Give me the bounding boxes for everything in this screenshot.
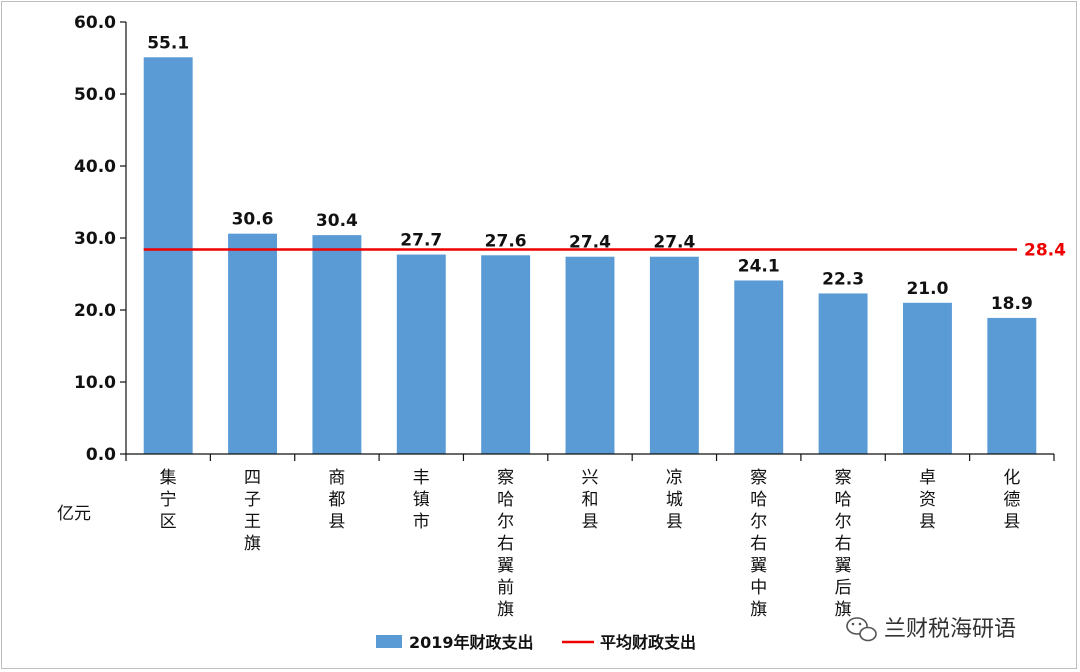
y-tick-label: 20.0 xyxy=(74,301,116,321)
x-category-label: 察哈尔右翼前旗 xyxy=(497,468,514,620)
legend-bar-label: 2019年财政支出 xyxy=(409,633,534,652)
y-tick-label: 60.0 xyxy=(74,13,116,33)
data-label: 18.9 xyxy=(991,294,1033,314)
data-label: 24.1 xyxy=(738,256,780,276)
bar xyxy=(734,280,784,454)
y-axis: 0.0 10.0 20.0 30.0 40.0 50.0 60.0 xyxy=(74,13,127,465)
bar xyxy=(987,317,1037,454)
y-tick-label: 50.0 xyxy=(74,85,116,105)
bar xyxy=(902,302,952,454)
legend-average-label: 平均财政支出 xyxy=(600,633,696,652)
x-category-label: 察哈尔右翼后旗 xyxy=(835,468,852,620)
x-category-label: 化德县 xyxy=(1003,468,1020,532)
data-label: 27.7 xyxy=(400,231,442,251)
legend: 2019年财政支出 平均财政支出 xyxy=(376,633,696,652)
data-label: 30.4 xyxy=(316,211,358,231)
data-label: 22.3 xyxy=(822,269,864,289)
data-labels: 55.1 30.6 30.4 27.7 27.6 27.4 27.4 24.1 22.3 21.0… xyxy=(147,33,1033,314)
data-label: 30.6 xyxy=(232,210,274,230)
y-tick-label: 0.0 xyxy=(86,445,116,465)
x-axis: 集宁区 四子王旗 商都县 丰镇市 察哈尔右翼前旗 兴和县 凉城县 察哈尔右翼中旗 察哈尔右翼后旗… xyxy=(125,453,1055,620)
bar xyxy=(565,256,615,454)
bar xyxy=(481,255,531,454)
data-label: 27.4 xyxy=(653,233,695,253)
bar xyxy=(649,256,699,454)
wechat-icon xyxy=(846,617,877,642)
x-category-label: 集宁区 xyxy=(160,468,177,532)
bars xyxy=(143,57,1037,454)
x-category-label: 商都县 xyxy=(328,468,345,532)
bar xyxy=(312,235,362,454)
bar xyxy=(228,233,278,454)
data-label: 55.1 xyxy=(147,33,189,53)
y-tick-label: 30.0 xyxy=(74,229,116,249)
bar xyxy=(396,254,446,454)
data-label: 21.0 xyxy=(906,279,948,299)
x-category-label: 四子王旗 xyxy=(244,468,261,554)
data-label: 27.4 xyxy=(569,233,611,253)
y-tick-label: 40.0 xyxy=(74,157,116,177)
bar xyxy=(143,57,193,454)
x-category-label: 卓资县 xyxy=(919,468,936,532)
data-label: 27.6 xyxy=(485,231,527,251)
bar xyxy=(818,293,868,454)
watermark: 兰财税海研语 xyxy=(846,617,1016,642)
x-category-label: 凉城县 xyxy=(666,468,683,532)
x-category-label: 察哈尔右翼中旗 xyxy=(750,468,767,620)
x-category-label: 兴和县 xyxy=(582,468,599,532)
y-unit-label: 亿元 xyxy=(57,504,91,524)
average-value-label: 28.4 xyxy=(1024,241,1066,261)
legend-bar-swatch xyxy=(376,635,402,648)
x-category-label: 丰镇市 xyxy=(413,468,430,532)
watermark-text: 兰财税海研语 xyxy=(884,617,1016,642)
average-line: 28.4 xyxy=(143,241,1066,261)
y-tick-label: 10.0 xyxy=(74,373,116,393)
